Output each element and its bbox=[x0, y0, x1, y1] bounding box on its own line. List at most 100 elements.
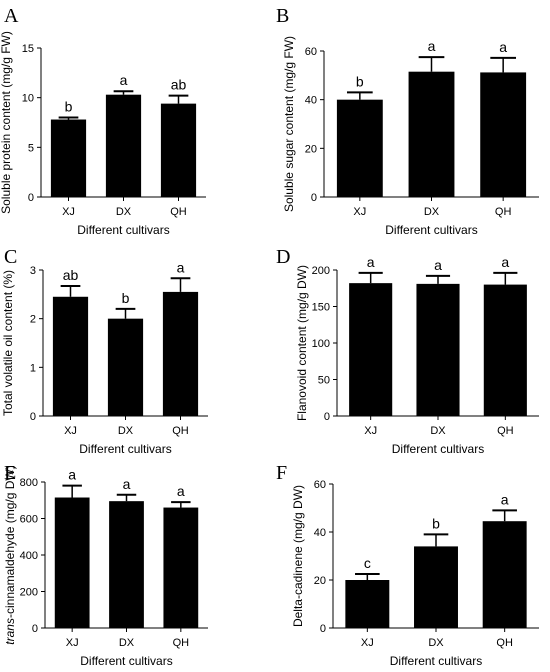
y-tick-label: 50 bbox=[318, 375, 330, 387]
significance-letter: a bbox=[123, 476, 131, 492]
y-tick-label: 0 bbox=[324, 411, 330, 423]
x-tick-label: DX bbox=[428, 637, 444, 649]
significance-letter: a bbox=[501, 254, 509, 270]
chart-panel-e: E 0 200 400 600 800 XJ a DX a QH a Different cultiva… bbox=[3, 462, 208, 668]
y-axis-title: Soluble protein content (mg/g FW) bbox=[0, 31, 13, 214]
x-tick-label: QH bbox=[496, 637, 513, 649]
bar-xj bbox=[50, 119, 87, 197]
bar-dx bbox=[109, 501, 144, 628]
x-tick-label: QH bbox=[170, 206, 187, 218]
significance-letter: a bbox=[499, 39, 507, 55]
chart-panel-f: F 0 20 40 60 XJ c DX b QH a Different cultivars Delt… bbox=[276, 462, 539, 668]
bar-qh bbox=[482, 521, 527, 628]
bar-dx bbox=[105, 94, 142, 197]
significance-letter: b bbox=[65, 99, 73, 115]
x-tick-label: XJ bbox=[353, 206, 366, 218]
y-tick-label: 0 bbox=[32, 623, 38, 635]
bar-qh bbox=[160, 103, 197, 197]
y-axis-title: trans-cinnamaldehyde (mg/g DW) bbox=[3, 465, 17, 644]
bar-xj bbox=[54, 497, 90, 628]
significance-letter: a bbox=[434, 257, 442, 273]
x-axis-title: Different cultivars bbox=[385, 223, 477, 237]
y-tick-label: 600 bbox=[20, 514, 38, 526]
bar-xj bbox=[349, 283, 393, 416]
x-tick-label: QH bbox=[495, 206, 512, 218]
bar-xj bbox=[336, 99, 383, 197]
bar-qh bbox=[163, 507, 199, 628]
bar-dx bbox=[416, 283, 460, 416]
y-tick-label: 200 bbox=[20, 587, 38, 599]
x-tick-label: XJ bbox=[62, 206, 75, 218]
y-axis-title: Delta-cadinene (mg/g DW) bbox=[291, 485, 305, 627]
y-tick-label: 3 bbox=[30, 265, 36, 277]
x-axis-title: Different cultivars bbox=[80, 654, 172, 668]
x-tick-label: DX bbox=[119, 637, 135, 649]
bar-qh bbox=[162, 291, 199, 416]
x-tick-label: XJ bbox=[64, 425, 77, 437]
bar-qh bbox=[483, 284, 527, 416]
y-tick-label: 0 bbox=[28, 192, 34, 204]
significance-letter: a bbox=[428, 38, 436, 54]
panel-letter: B bbox=[276, 5, 289, 27]
y-tick-label: 100 bbox=[312, 338, 330, 350]
y-tick-label: 800 bbox=[20, 477, 38, 489]
panel-letter: E bbox=[4, 462, 16, 484]
x-tick-label: DX bbox=[424, 206, 440, 218]
panel-letter: D bbox=[276, 246, 290, 268]
x-axis-title: Different cultivars bbox=[392, 442, 484, 456]
y-tick-label: 60 bbox=[305, 46, 317, 58]
significance-letter: b bbox=[432, 515, 440, 531]
y-tick-label: 1 bbox=[30, 362, 36, 374]
x-tick-label: DX bbox=[430, 425, 446, 437]
panel-letter: A bbox=[4, 5, 19, 27]
bar-dx bbox=[107, 318, 144, 416]
y-tick-label: 0 bbox=[30, 411, 36, 423]
y-tick-label: 200 bbox=[312, 265, 330, 277]
x-axis-title: Different cultivars bbox=[390, 654, 482, 668]
chart-panel-d: D 0 50 100 150 200 XJ a DX a QH a Different cultivar… bbox=[276, 246, 539, 456]
panel-letter: C bbox=[4, 246, 17, 268]
y-tick-label: 0 bbox=[311, 192, 317, 204]
y-tick-label: 150 bbox=[312, 302, 330, 314]
y-tick-label: 40 bbox=[314, 527, 326, 539]
y-tick-label: 2 bbox=[30, 314, 36, 326]
y-axis-title: Soluble sugar content (mg/g FW) bbox=[282, 36, 296, 212]
y-tick-label: 40 bbox=[305, 95, 317, 107]
x-tick-label: QH bbox=[497, 425, 514, 437]
chart-panel-b: B 0 20 40 60 XJ b DX a QH a Different cultivars Solu… bbox=[276, 5, 539, 237]
bar-xj bbox=[345, 580, 390, 628]
bar-xj bbox=[52, 296, 89, 416]
x-tick-label: QH bbox=[173, 637, 190, 649]
x-axis-title: Different cultivars bbox=[79, 442, 171, 456]
y-tick-label: 400 bbox=[20, 550, 38, 562]
chart-panel-a: A 0 5 10 15 XJ b DX a QH ab Different cultivars Solu… bbox=[0, 5, 206, 237]
y-tick-label: 15 bbox=[22, 43, 34, 55]
significance-letter: a bbox=[68, 467, 76, 483]
panel-letter: F bbox=[276, 462, 287, 484]
x-tick-label: XJ bbox=[364, 425, 377, 437]
x-axis-title: Different cultivars bbox=[77, 223, 169, 237]
significance-letter: b bbox=[122, 290, 130, 306]
y-tick-label: 0 bbox=[320, 623, 326, 635]
significance-letter: a bbox=[501, 491, 509, 507]
x-tick-label: XJ bbox=[66, 637, 79, 649]
x-tick-label: QH bbox=[172, 425, 189, 437]
y-tick-label: 5 bbox=[28, 142, 34, 154]
bar-dx bbox=[414, 546, 458, 628]
x-tick-label: DX bbox=[118, 425, 134, 437]
y-axis-title-text: -cinnamaldehyde (mg/g DW) bbox=[3, 465, 17, 618]
significance-letter: a bbox=[120, 72, 128, 88]
y-tick-label: 10 bbox=[22, 93, 34, 105]
y-tick-label: 20 bbox=[305, 143, 317, 155]
y-axis-title: Flanovoid content (mg/g DW) bbox=[295, 265, 309, 421]
significance-letter: ab bbox=[63, 267, 79, 283]
y-axis-title: Total volatile oil content (%) bbox=[1, 270, 15, 416]
y-axis-title-italic: trans bbox=[3, 618, 17, 645]
significance-letter: c bbox=[364, 555, 371, 571]
significance-letter: a bbox=[177, 259, 185, 275]
bar-qh bbox=[480, 72, 527, 197]
significance-letter: a bbox=[177, 483, 185, 499]
chart-panel-c: C 0 1 2 3 XJ ab DX b QH a Different cultivars Total … bbox=[1, 246, 208, 456]
bar-dx bbox=[408, 71, 455, 197]
